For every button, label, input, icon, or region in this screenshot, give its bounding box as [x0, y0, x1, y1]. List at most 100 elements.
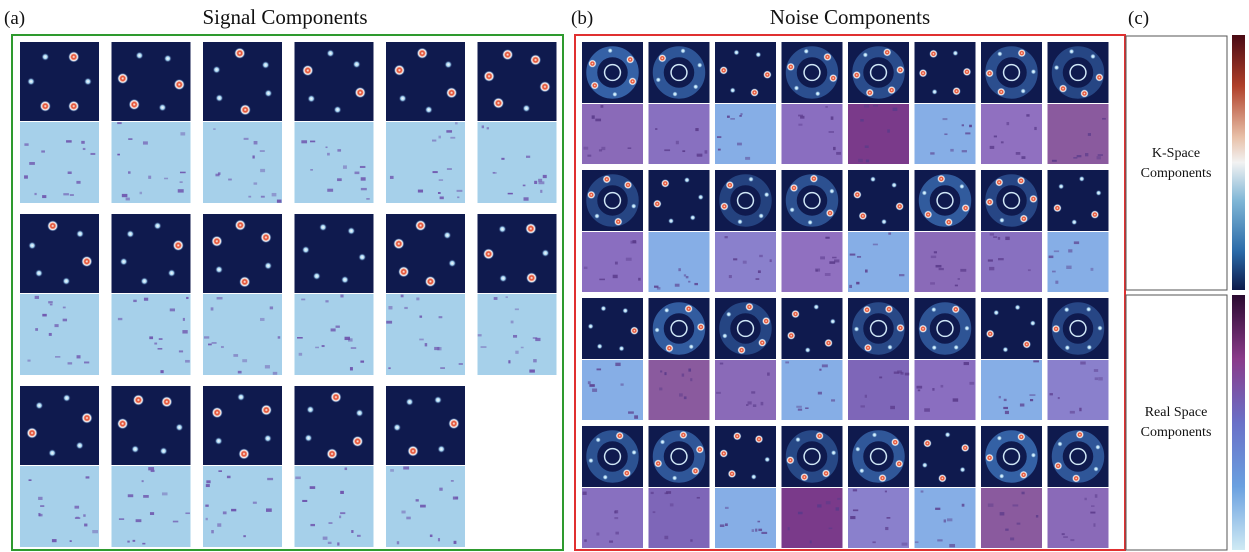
peak [791, 309, 800, 319]
speck [117, 317, 123, 321]
peak [736, 218, 744, 225]
peak [211, 407, 223, 419]
peak [930, 306, 937, 313]
peak [952, 86, 961, 96]
real-space-image [848, 104, 909, 164]
speck [997, 236, 1001, 240]
speck [719, 524, 725, 527]
speck [523, 197, 529, 201]
ring [586, 430, 639, 483]
speck [828, 527, 833, 530]
speck [1096, 156, 1101, 160]
speck [295, 476, 301, 480]
speck [1051, 159, 1057, 162]
ring [785, 46, 839, 99]
speck [48, 301, 53, 304]
peak [1063, 306, 1070, 313]
speck [438, 179, 444, 181]
peak [786, 455, 795, 465]
peak [1096, 325, 1104, 332]
speck [831, 399, 836, 402]
peak [1014, 304, 1021, 311]
speck [1073, 241, 1080, 245]
peak [996, 435, 1003, 442]
real-space-image [914, 488, 976, 548]
speck [248, 195, 252, 198]
peak [622, 307, 629, 314]
speck [360, 360, 365, 363]
tiles [20, 42, 1109, 548]
peak [1090, 210, 1100, 219]
speck [850, 516, 856, 520]
peak [47, 220, 59, 232]
speck [998, 395, 1001, 399]
speck [400, 294, 404, 298]
peak [663, 307, 670, 314]
peak [691, 466, 700, 476]
peak [173, 79, 185, 91]
real-space-image [648, 232, 710, 292]
peak [587, 323, 594, 330]
real-space-image [477, 122, 557, 203]
peak [696, 322, 706, 332]
speck [217, 172, 221, 175]
speck [455, 496, 459, 499]
speck [666, 491, 672, 494]
speck [309, 486, 316, 489]
k-space-image [111, 214, 191, 293]
speck [231, 508, 237, 512]
speck [683, 274, 687, 277]
speck [757, 270, 761, 274]
speck [1066, 265, 1072, 270]
speck [164, 177, 169, 180]
peak [347, 226, 356, 235]
speck [29, 162, 35, 165]
peak [996, 50, 1003, 57]
speck [90, 152, 96, 155]
peak [853, 326, 860, 333]
ring [1002, 191, 1021, 210]
peak [526, 272, 538, 284]
peak [804, 346, 811, 354]
peak [880, 218, 888, 225]
speck [893, 371, 900, 374]
speck [481, 125, 484, 129]
peak [1058, 183, 1065, 190]
ring [670, 447, 688, 466]
peak [302, 64, 314, 77]
speck [886, 517, 891, 519]
peak [62, 394, 71, 402]
panel-label: (b) [571, 8, 593, 29]
speck [27, 359, 31, 362]
speck [66, 140, 72, 143]
peak [128, 98, 140, 110]
peak [684, 304, 693, 314]
speck [121, 193, 128, 198]
peak [215, 265, 223, 274]
speck [260, 195, 265, 198]
speck [337, 149, 342, 152]
speck [243, 137, 249, 140]
speck [719, 362, 724, 365]
speck [960, 268, 967, 272]
speck [832, 256, 837, 259]
speck [730, 118, 735, 120]
peak [234, 47, 246, 59]
speck [535, 337, 541, 342]
peak [587, 190, 596, 200]
speck [237, 370, 242, 374]
peak [424, 275, 436, 288]
speck [961, 503, 965, 507]
peak [81, 255, 93, 267]
speck [825, 105, 828, 108]
peak [918, 324, 928, 334]
speck [154, 342, 158, 345]
speck [872, 104, 879, 107]
speck [1084, 497, 1087, 501]
speck [1029, 394, 1036, 396]
speck [614, 510, 619, 514]
ring [936, 191, 954, 210]
peak [1051, 324, 1061, 334]
peak [393, 64, 405, 76]
speck [943, 519, 947, 523]
